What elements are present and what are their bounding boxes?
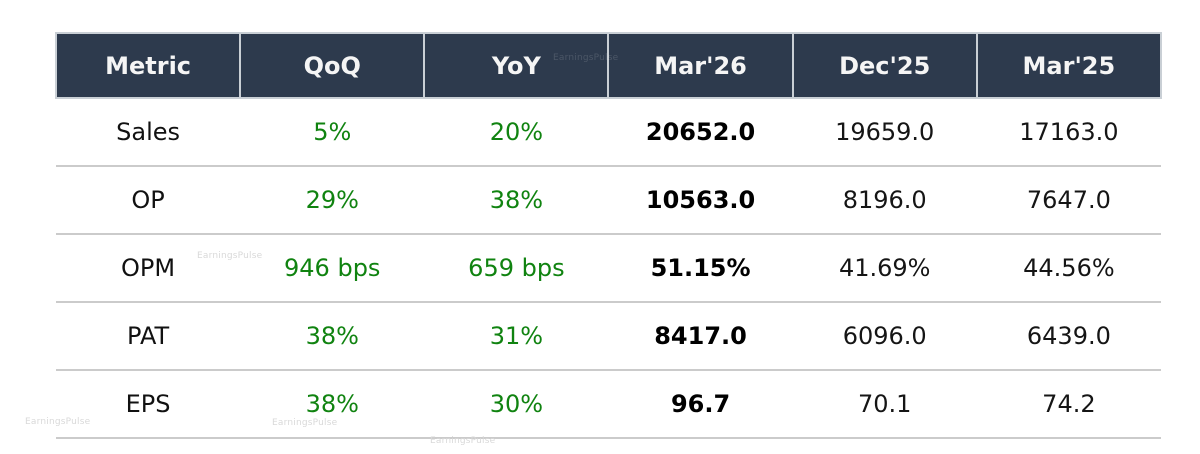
cell-opm-dec25: 41.69%	[792, 234, 977, 303]
col-header-mar26: Mar'26	[607, 32, 794, 99]
cell-opm-qoq: 946 bps	[240, 234, 425, 303]
cell-sales-yoy: 20%	[424, 98, 609, 167]
cell-pat-metric: PAT	[56, 302, 241, 371]
cell-eps-metric: EPS	[56, 370, 241, 439]
table-row-pat: PAT 38% 31% 8417.0 6096.0 6439.0	[56, 302, 1161, 371]
cell-sales-qoq: 5%	[240, 98, 425, 167]
cell-op-metric: OP	[56, 166, 241, 235]
cell-eps-mar25: 74.2	[976, 370, 1161, 439]
header-row: Metric QoQ YoY Mar'26 Dec'25 Mar'25	[54, 32, 1163, 99]
table-row-opm: OPM 946 bps 659 bps 51.15% 41.69% 44.56%	[56, 234, 1161, 303]
table-body: Sales 5% 20% 20652.0 19659.0 17163.0 OP …	[56, 98, 1161, 439]
cell-op-qoq: 29%	[240, 166, 425, 235]
cell-op-dec25: 8196.0	[792, 166, 977, 235]
table-row-op: OP 29% 38% 10563.0 8196.0 7647.0	[56, 166, 1161, 235]
cell-sales-metric: Sales	[56, 98, 241, 167]
cell-pat-qoq: 38%	[240, 302, 425, 371]
cell-opm-mar25: 44.56%	[976, 234, 1161, 303]
cell-pat-yoy: 31%	[424, 302, 609, 371]
cell-pat-mar25: 6439.0	[976, 302, 1161, 371]
cell-opm-mar26: 51.15%	[608, 234, 793, 303]
cell-eps-qoq: 38%	[240, 370, 425, 439]
cell-sales-mar25: 17163.0	[976, 98, 1161, 167]
cell-opm-metric: OPM	[56, 234, 241, 303]
cell-sales-mar26: 20652.0	[608, 98, 793, 167]
cell-op-mar25: 7647.0	[976, 166, 1161, 235]
cell-pat-mar26: 8417.0	[608, 302, 793, 371]
cell-opm-yoy: 659 bps	[424, 234, 609, 303]
col-header-mar25: Mar'25	[975, 32, 1163, 99]
table-row-sales: Sales 5% 20% 20652.0 19659.0 17163.0	[56, 98, 1161, 167]
cell-op-mar26: 10563.0	[608, 166, 793, 235]
results-table: Metric QoQ YoY Mar'26 Dec'25 Mar'25 Sale…	[54, 32, 1163, 439]
col-header-dec25: Dec'25	[791, 32, 978, 99]
col-header-qoq: QoQ	[239, 32, 426, 99]
col-header-metric: Metric	[54, 32, 242, 99]
col-header-yoy: YoY	[423, 32, 610, 99]
cell-op-yoy: 38%	[424, 166, 609, 235]
cell-eps-yoy: 30%	[424, 370, 609, 439]
table-row-eps: EPS 38% 30% 96.7 70.1 74.2	[56, 370, 1161, 439]
cell-pat-dec25: 6096.0	[792, 302, 977, 371]
cell-eps-dec25: 70.1	[792, 370, 977, 439]
cell-sales-dec25: 19659.0	[792, 98, 977, 167]
cell-eps-mar26: 96.7	[608, 370, 793, 439]
table-header: Metric QoQ YoY Mar'26 Dec'25 Mar'25	[54, 32, 1163, 99]
